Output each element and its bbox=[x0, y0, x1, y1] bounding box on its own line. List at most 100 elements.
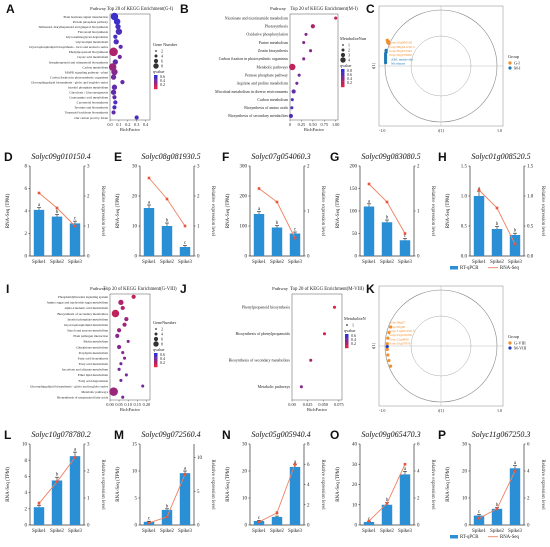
y-axis-title: RNA-Seq (TPM) bbox=[116, 467, 121, 502]
orange-point bbox=[385, 347, 389, 351]
legend-color-title: qvalue bbox=[340, 63, 352, 68]
y-tick-label: 6 bbox=[25, 187, 28, 192]
panel-label-f: F bbox=[222, 150, 230, 164]
legend-color-label: 0.2 bbox=[347, 80, 352, 85]
rnaseq-point bbox=[477, 516, 481, 520]
rnaseq-point bbox=[293, 462, 297, 466]
orange-label: Solyc12g0890 bbox=[389, 337, 409, 341]
category-label: Pentose phosphate pathway bbox=[245, 73, 288, 77]
bar bbox=[69, 223, 81, 256]
data-point bbox=[110, 74, 117, 80]
y-tick-label: 5 bbox=[135, 497, 138, 502]
gene-title: Solyc01g008520.5 bbox=[471, 152, 530, 161]
y2-tick-label: 4 bbox=[527, 470, 530, 475]
significance-letter: c bbox=[404, 234, 407, 239]
x-tick-label: 0 bbox=[289, 122, 291, 127]
legend-color-title: qvalue bbox=[344, 328, 356, 333]
data-point bbox=[309, 358, 313, 362]
significance-letter: a bbox=[368, 199, 371, 204]
chart-g-expression: Solyc09g083080.5 0 50 100 150 200 0 1 2 RNA-Seq (… bbox=[336, 152, 435, 265]
legend-color-label: 0.4 bbox=[160, 78, 165, 83]
pathway-header: Pathway bbox=[272, 286, 289, 291]
gene-title: Solyc08g081930.5 bbox=[141, 152, 200, 161]
significance-letter: c bbox=[294, 228, 297, 233]
legend-color-segment bbox=[154, 79, 158, 81]
orange-label: Solyc11g067250.3 bbox=[389, 329, 415, 333]
rnaseq-point bbox=[165, 515, 169, 519]
x-tick-label: 0.0 bbox=[107, 122, 112, 127]
legend-color-segment bbox=[341, 83, 345, 86]
y-tick-label: 10 bbox=[462, 497, 468, 502]
x-tick-label: Spike1 bbox=[252, 529, 266, 534]
x-tick-label: Spike2 bbox=[50, 529, 64, 534]
bar bbox=[289, 233, 301, 256]
category-label: Carbon metabolism bbox=[82, 65, 108, 69]
y-tick-label: 0 bbox=[355, 524, 358, 529]
legend-size-dot bbox=[346, 324, 348, 326]
legend-size-dot bbox=[154, 332, 158, 336]
data-point bbox=[122, 356, 127, 360]
legend-label: M-VIII bbox=[514, 345, 527, 350]
legend-qpcr-swatch bbox=[450, 535, 458, 539]
category-label: Carbon fixation in photosynthetic organi… bbox=[219, 57, 289, 61]
data-point bbox=[112, 95, 117, 100]
y-tick-label: 40 bbox=[352, 443, 358, 448]
data-point bbox=[289, 63, 296, 71]
y2-tick-label: 2 bbox=[307, 503, 310, 508]
rnaseq-point bbox=[367, 519, 371, 523]
significance-letter: b bbox=[514, 229, 517, 234]
legend-size-dot bbox=[341, 48, 345, 52]
y-tick-label: 10 bbox=[352, 503, 358, 508]
y-tick-label: 30 bbox=[132, 165, 138, 170]
legend-label: G-I bbox=[514, 60, 520, 65]
significance-letter: c bbox=[148, 517, 151, 522]
x-tick-label: Spike1 bbox=[362, 260, 376, 265]
category-label: Glutathione metabolism bbox=[76, 345, 108, 349]
bar bbox=[271, 516, 283, 525]
category-label: alpha-Linolenic acid metabolism bbox=[65, 306, 109, 310]
gene-title: Solyc09g072560.4 bbox=[141, 430, 200, 439]
x-tick-label: 0.50 bbox=[309, 122, 317, 127]
rnaseq-point bbox=[275, 200, 279, 204]
x-tick-label: 0.75 bbox=[321, 122, 329, 127]
category-label: Our carbon pool by folate bbox=[74, 116, 108, 120]
data-point bbox=[113, 100, 118, 105]
rnaseq-point bbox=[275, 511, 279, 515]
x-tick-label: Spike3 bbox=[288, 260, 302, 265]
chart-k-loading-plot: -1.0 1.0t[1]t[1]Solyc09g07Solyc05g00Solyc… bbox=[371, 285, 527, 413]
rnaseq-point bbox=[495, 206, 499, 210]
category-label: Terpenoid backbone biosynthesis bbox=[65, 111, 109, 115]
legend-color-segment bbox=[154, 360, 158, 362]
data-point bbox=[115, 28, 123, 35]
rnaseq-point bbox=[147, 521, 151, 525]
blue-point bbox=[383, 52, 388, 56]
category-label: Biosynthesis of secondary metabolites bbox=[229, 358, 291, 363]
orange-label: Solyc02g078000 bbox=[389, 53, 412, 57]
x-tick-label: Spike3 bbox=[398, 260, 412, 265]
legend-size-label: 2 bbox=[161, 326, 163, 331]
category-label: Glycerophospholipid metabolism bbox=[64, 323, 108, 327]
category-label: Biosynthesis of phenylpropanoids bbox=[236, 331, 291, 336]
bar bbox=[51, 216, 63, 256]
x-tick-label: Spike1 bbox=[472, 260, 486, 265]
legend-size-dot bbox=[155, 328, 157, 330]
panel-label-p: P bbox=[438, 428, 447, 442]
rnaseq-point bbox=[403, 462, 407, 466]
legend-color-label: 0.2 bbox=[160, 82, 165, 87]
legend-size-title: MetaboliteNumber bbox=[340, 36, 366, 41]
gene-title: Solyc05g005940.4 bbox=[251, 430, 310, 439]
significance-letter: b bbox=[496, 503, 499, 508]
panel-label-m: M bbox=[114, 428, 124, 442]
legend-color-segment bbox=[154, 358, 158, 361]
x-tick-label: Spike2 bbox=[490, 260, 504, 265]
x-tick-label: Spike1 bbox=[472, 529, 486, 534]
y-axis-title: RNA-Seq (TPM) bbox=[226, 193, 231, 228]
legend-color-segment bbox=[154, 80, 158, 83]
data-point bbox=[302, 57, 306, 61]
legend-size-dot bbox=[153, 58, 159, 64]
y2-tick-label: 0 bbox=[527, 524, 530, 529]
orange-point bbox=[389, 325, 393, 329]
y2-axis-title: Relative expression level bbox=[320, 459, 325, 510]
bar bbox=[363, 206, 375, 256]
panel-label-j: J bbox=[180, 282, 187, 296]
